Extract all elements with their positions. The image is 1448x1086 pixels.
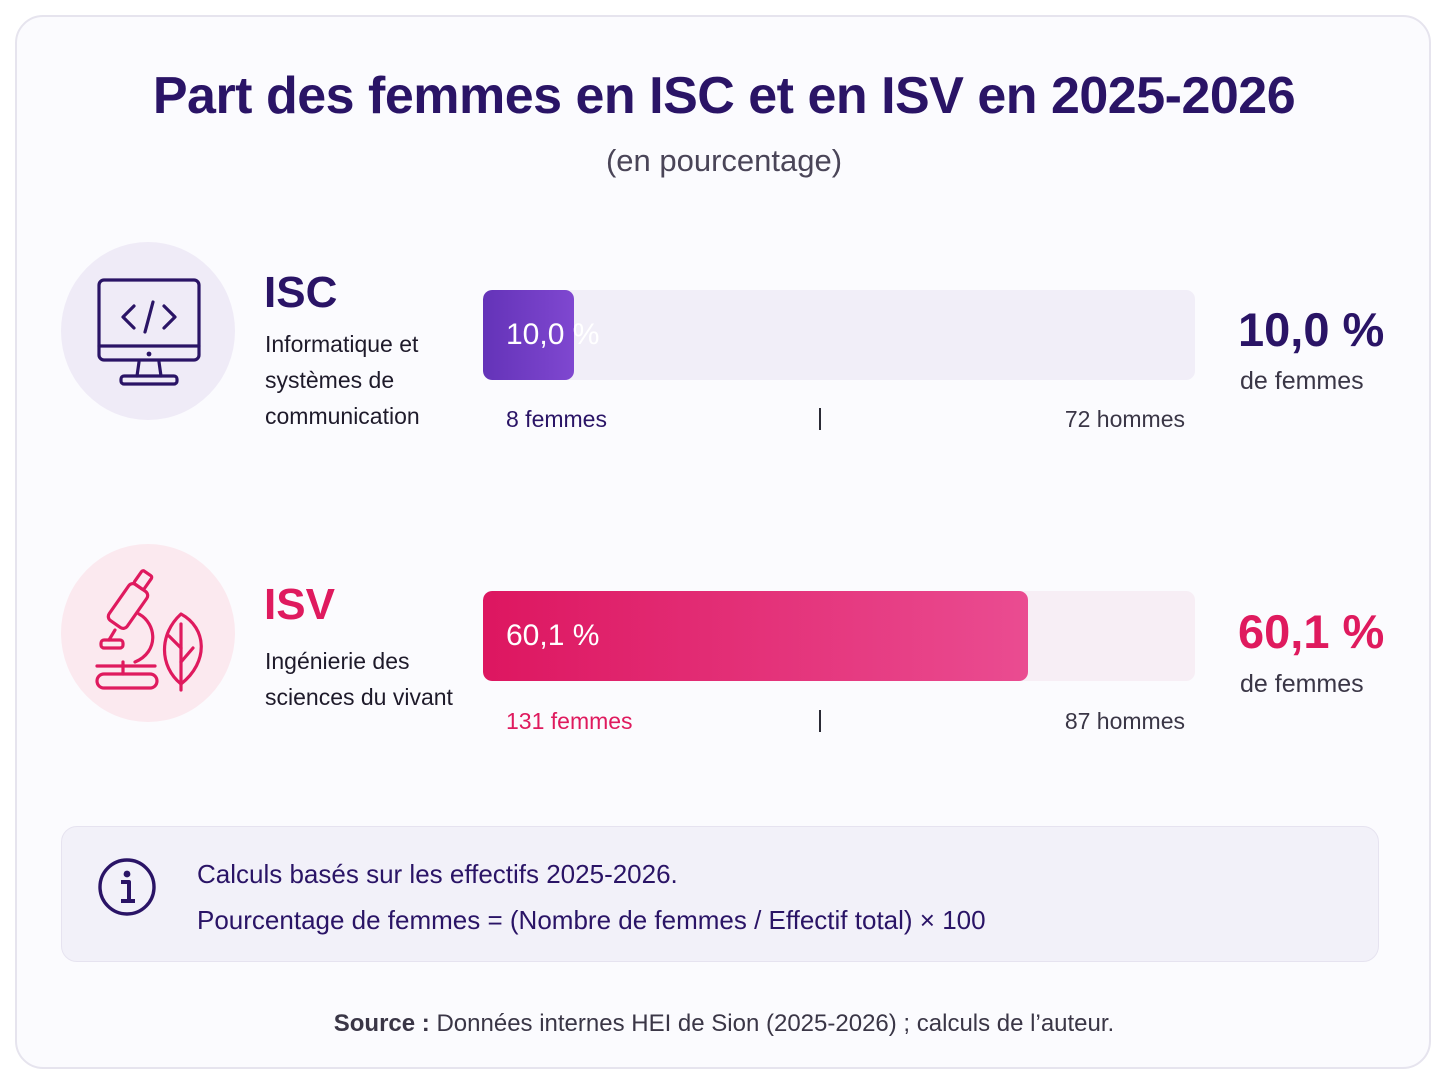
percentage-caption: de femmes	[1240, 367, 1364, 395]
bar-value-label: 60,1 %	[506, 619, 600, 652]
info-note	[61, 826, 1379, 962]
bar-fill-isc	[483, 290, 574, 380]
info-icon	[97, 857, 157, 917]
bar-fill-isv	[483, 591, 1028, 681]
computer-code-icon	[61, 242, 235, 420]
program-code: ISV	[264, 580, 335, 629]
percentage-value: 60,1 %	[1238, 605, 1385, 658]
women-count: 8 femmes	[506, 406, 607, 432]
source-label: Source :	[333, 1010, 430, 1037]
men-count: 72 hommes	[1064, 406, 1185, 432]
women-count: 131 femmes	[506, 708, 633, 734]
chart-subtitle: (en pourcentage)	[605, 143, 843, 178]
note-formula: Pourcentage de femmes = (Nombre de femme…	[197, 905, 986, 935]
percentage-caption: de femmes	[1240, 670, 1364, 698]
separator	[819, 408, 821, 430]
program-description: Informatique et systèmes de communicatio…	[265, 331, 420, 429]
men-count: 87 hommes	[1064, 708, 1185, 734]
chart-title: Part des femmes en ISC et en ISV en 2025…	[152, 67, 1296, 125]
note-line: Calculs basés sur les effectifs 2025-202…	[197, 859, 678, 889]
bar-value-label: 10,0 %	[506, 318, 600, 351]
bar-track: 10,0 %	[483, 290, 1195, 380]
program-code: ISC	[264, 268, 338, 317]
source-line: Source : Données internes HEI de Sion (2…	[0, 1010, 1448, 1038]
microscope-leaf-icon	[61, 544, 235, 722]
source-text: Données internes HEI de Sion (2025-2026)…	[429, 1010, 1115, 1037]
program-description: Ingénierie des sciences du vivant	[265, 648, 453, 710]
bar-track: 60,1 %	[483, 591, 1195, 681]
percentage-value: 10,0 %	[1238, 303, 1385, 356]
separator	[819, 710, 821, 732]
